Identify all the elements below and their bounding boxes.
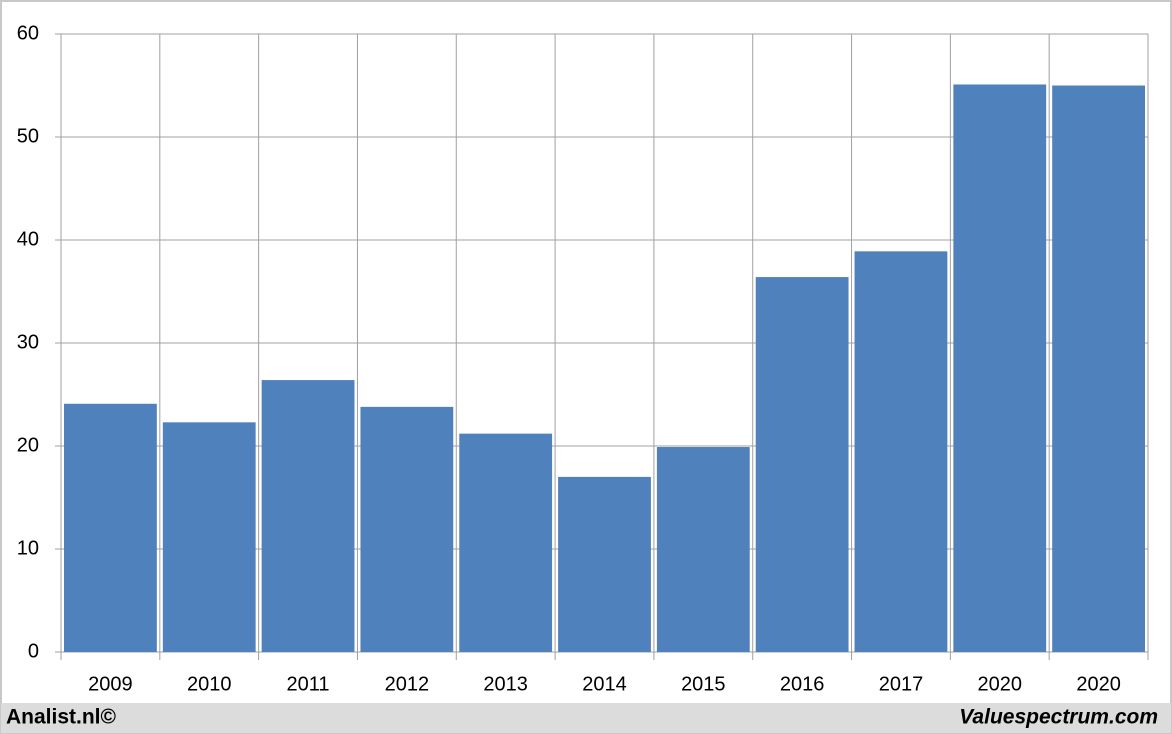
footer-right: Valuespectrum.com [959, 706, 1158, 729]
bar [854, 251, 948, 652]
x-tick-label: 2017 [879, 673, 924, 695]
x-tick-label: 2014 [582, 673, 627, 695]
bar [360, 406, 454, 652]
x-tick-label: 2013 [483, 673, 528, 695]
x-tick-label: 2012 [385, 673, 430, 695]
x-tick-label: 2009 [88, 673, 133, 695]
bar [953, 84, 1047, 653]
x-tick-label: 2010 [187, 673, 232, 695]
bar [558, 476, 651, 652]
bar [755, 277, 849, 652]
x-tick-label: 2020 [1076, 673, 1121, 695]
bar [261, 380, 355, 652]
bar [656, 447, 750, 652]
y-tick-label: 20 [17, 434, 39, 456]
x-tick-label: 2015 [681, 673, 726, 695]
bar [162, 422, 256, 652]
bar [459, 433, 553, 652]
y-tick-label: 40 [17, 228, 39, 250]
x-tick-label: 2016 [780, 673, 825, 695]
x-tick-label: 2020 [978, 673, 1023, 695]
footer-band [1, 703, 1171, 733]
bar [64, 403, 157, 652]
y-tick-label: 10 [17, 537, 39, 559]
x-tick-label: 2011 [287, 673, 330, 695]
y-tick-label: 50 [17, 125, 39, 147]
footer-left: Analist.nl© [6, 706, 117, 729]
y-tick-label: 0 [28, 640, 39, 662]
bar [1052, 85, 1145, 652]
y-tick-label: 60 [17, 22, 39, 44]
y-tick-label: 30 [17, 331, 39, 353]
